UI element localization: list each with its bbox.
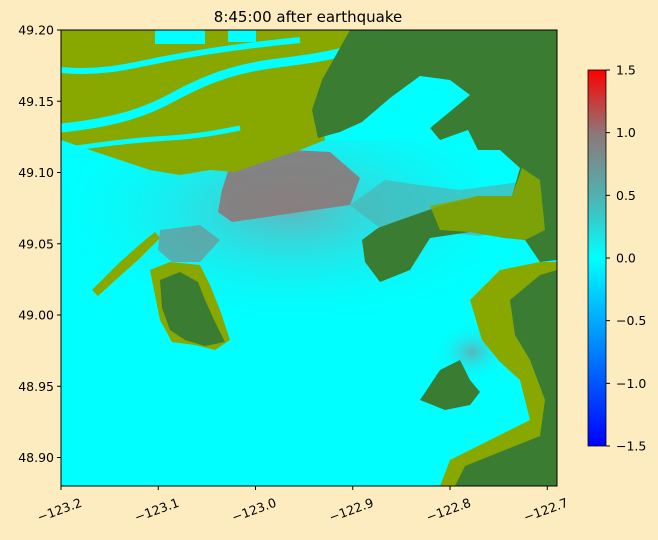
y-tick-label: 49.00: [18, 308, 54, 323]
y-axis: 48.90 48.95 49.00 49.05 49.10 49.15 49.20: [18, 23, 61, 465]
y-tick-label: 49.10: [18, 165, 54, 180]
x-tick-label: −123.2: [35, 495, 84, 525]
x-tick-label: −122.8: [424, 495, 473, 525]
y-tick-label: 49.05: [18, 236, 54, 251]
colorbar-tick-label: 0.5: [616, 188, 636, 203]
colorbar-tick-label: −1.0: [616, 376, 646, 391]
land-semiahmoo-headland: [420, 360, 480, 410]
plot-area: [61, 30, 557, 486]
colorbar-tick-label: −1.5: [616, 439, 646, 454]
x-tick-label: −122.7: [521, 495, 570, 525]
colorbar-tick-label: 0.0: [616, 251, 636, 266]
x-tick-label: −123.1: [132, 495, 181, 525]
land-east-lowland-fringe: [430, 168, 545, 240]
river-channel-south: [61, 125, 241, 153]
x-tick-label: −122.9: [327, 495, 376, 525]
y-tick-label: 49.20: [18, 23, 54, 38]
y-tick-label: 48.95: [18, 379, 54, 394]
axes-frame: [60, 29, 558, 487]
colorbar-tick-label: −0.5: [616, 313, 646, 328]
water-rise-high-zone: [218, 150, 360, 222]
land-point-roberts-upland: [160, 272, 225, 346]
water-patch-nw: [155, 30, 205, 44]
water-rise-high-patch: [158, 225, 220, 262]
x-tick-label: −123.0: [230, 495, 279, 525]
land-southeast-upland: [455, 270, 557, 486]
land-west-jetty: [92, 232, 160, 296]
y-tick-label: 49.15: [18, 94, 54, 109]
colorbar-tick-label: 1.0: [616, 125, 636, 140]
river-channel-north: [61, 37, 301, 75]
x-axis: −123.2 −123.1 −123.0 −122.9 −122.8 −122.7: [35, 486, 570, 525]
river-channel-main: [61, 45, 354, 133]
water-patch-n: [228, 30, 256, 42]
chart-title: 8:45:00 after earthquake: [214, 8, 402, 26]
colorbar-tick-label: 1.5: [616, 63, 636, 78]
colorbar-axis: 1.5 1.0 0.5 0.0 −0.5 −1.0 −1.5: [606, 63, 646, 454]
colorbar: [587, 69, 607, 447]
y-tick-label: 48.90: [18, 450, 54, 465]
